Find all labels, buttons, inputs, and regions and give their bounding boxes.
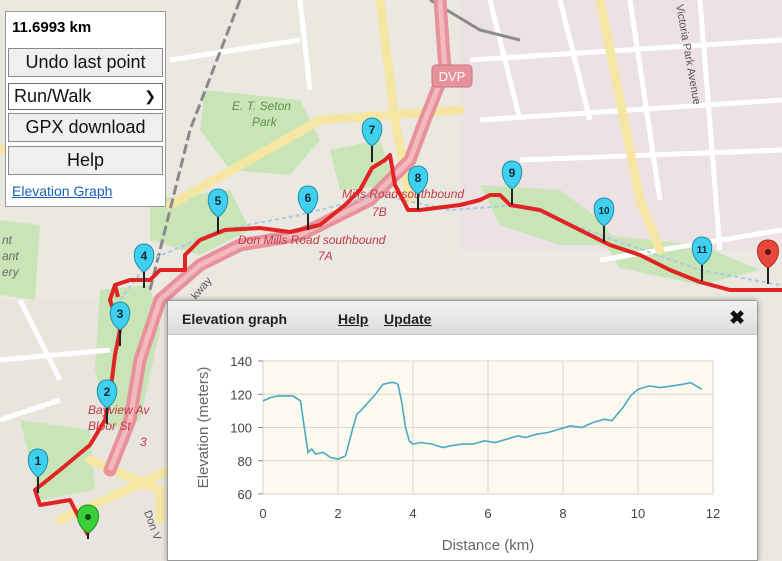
ramp-label: 3	[140, 435, 147, 449]
area-label: nt	[2, 233, 13, 247]
waypoint-number: 6	[305, 191, 312, 205]
dvp-shield: DVP	[431, 64, 473, 88]
elevation-window-title: Elevation graph	[182, 311, 288, 327]
route-line[interactable]	[33, 153, 782, 536]
start-marker[interactable]	[77, 504, 99, 539]
ramp-label: Bayview Av	[88, 403, 150, 417]
ramp-label: 7A	[318, 249, 333, 263]
waypoint-number: 8	[415, 171, 422, 185]
x-tick-label: 4	[409, 506, 416, 521]
waypoint-number: 5	[215, 194, 222, 208]
elevation-line	[262, 381, 703, 460]
help-button[interactable]: Help	[8, 146, 163, 175]
waypoint-marker-11[interactable]: 11	[691, 236, 713, 281]
undo-last-point-button[interactable]: Undo last point	[8, 48, 163, 77]
railway	[148, 0, 242, 291]
ramp-label: 7B	[372, 205, 387, 219]
waypoint-number: 9	[509, 166, 516, 180]
park-label: Park	[252, 115, 278, 129]
x-tick-label: 0	[259, 506, 266, 521]
waypoint-number: 10	[598, 206, 610, 217]
waypoint-marker-1[interactable]: 1	[27, 448, 49, 493]
elevation-help-link[interactable]: Help	[338, 311, 369, 327]
y-tick-label: 120	[230, 387, 252, 402]
waypoint-number: 11	[697, 245, 708, 256]
minor-streets	[0, 0, 782, 423]
x-tick-label: 6	[484, 506, 491, 521]
highway-dvp-inner	[107, 0, 448, 471]
chevron-down-icon: ❯	[144, 88, 156, 104]
waypoint-number: 4	[141, 249, 148, 263]
close-icon[interactable]: ✖	[729, 308, 745, 329]
waypoint-marker-2[interactable]: 2	[96, 379, 118, 424]
distance-readout: 11.6993 km	[12, 19, 92, 36]
waypoint-marker-3[interactable]: 3	[109, 301, 131, 346]
x-tick-label: 8	[559, 506, 566, 521]
waypoint-number: 1	[35, 454, 42, 468]
area-label: ery	[2, 265, 20, 279]
ramp-label: Mills Road southbound	[342, 187, 464, 201]
waypoint-marker-6[interactable]: 6	[297, 185, 319, 230]
elevation-graph-link[interactable]: Elevation Graph	[12, 183, 113, 199]
elevation-graph-window: Elevation graph Help Update ✖ 0 2 4 6 8 10 12 6…	[167, 300, 758, 561]
end-marker[interactable]	[757, 239, 779, 284]
x-axis-label: Distance (km)	[442, 537, 535, 554]
elevation-chart: 0 2 4 6 8 10 12 60 80 100 120 140 Elevation (meters…	[195, 354, 720, 554]
x-tick-label: 2	[334, 506, 341, 521]
y-axis-label: Elevation (meters)	[195, 367, 212, 489]
x-tick-label: 12	[706, 506, 720, 521]
y-tick-label: 80	[238, 454, 252, 469]
x-tick-label: 10	[631, 506, 645, 521]
y-tick-label: 140	[230, 354, 252, 369]
ramp-label: Bloor St	[88, 419, 131, 433]
waypoint-marker-10[interactable]: 10	[593, 197, 615, 242]
y-tick-label: 60	[238, 487, 252, 502]
gpx-download-button[interactable]: GPX download	[8, 113, 163, 142]
elevation-window-header[interactable]: Elevation graph Help Update ✖	[168, 301, 757, 335]
waypoint-number: 3	[117, 307, 124, 321]
ramp-label: Don Mills Road southbound	[238, 233, 386, 247]
waypoint-marker-7[interactable]: 7	[361, 117, 383, 162]
svg-text:DVP: DVP	[439, 69, 466, 84]
waypoint-marker-5[interactable]: 5	[207, 188, 229, 233]
river	[119, 193, 781, 301]
area-label: ant	[2, 249, 19, 263]
chart-grid	[258, 360, 714, 495]
park-label: E. T. Seton	[232, 99, 291, 113]
waypoint-number: 7	[369, 123, 376, 137]
waypoint-marker-9[interactable]: 9	[501, 160, 523, 205]
activity-mode-value: Run/Walk	[14, 86, 92, 106]
waypoint-marker-8[interactable]: 8	[407, 165, 429, 210]
y-tick-label: 100	[230, 421, 252, 436]
elevation-update-link[interactable]: Update	[384, 311, 432, 327]
control-panel: 11.6993 km Undo last point Run/Walk ❯ GP…	[5, 11, 166, 207]
activity-mode-select[interactable]: Run/Walk ❯	[8, 83, 163, 110]
waypoint-marker-4[interactable]: 4	[133, 243, 155, 288]
waypoint-number: 2	[104, 385, 111, 399]
